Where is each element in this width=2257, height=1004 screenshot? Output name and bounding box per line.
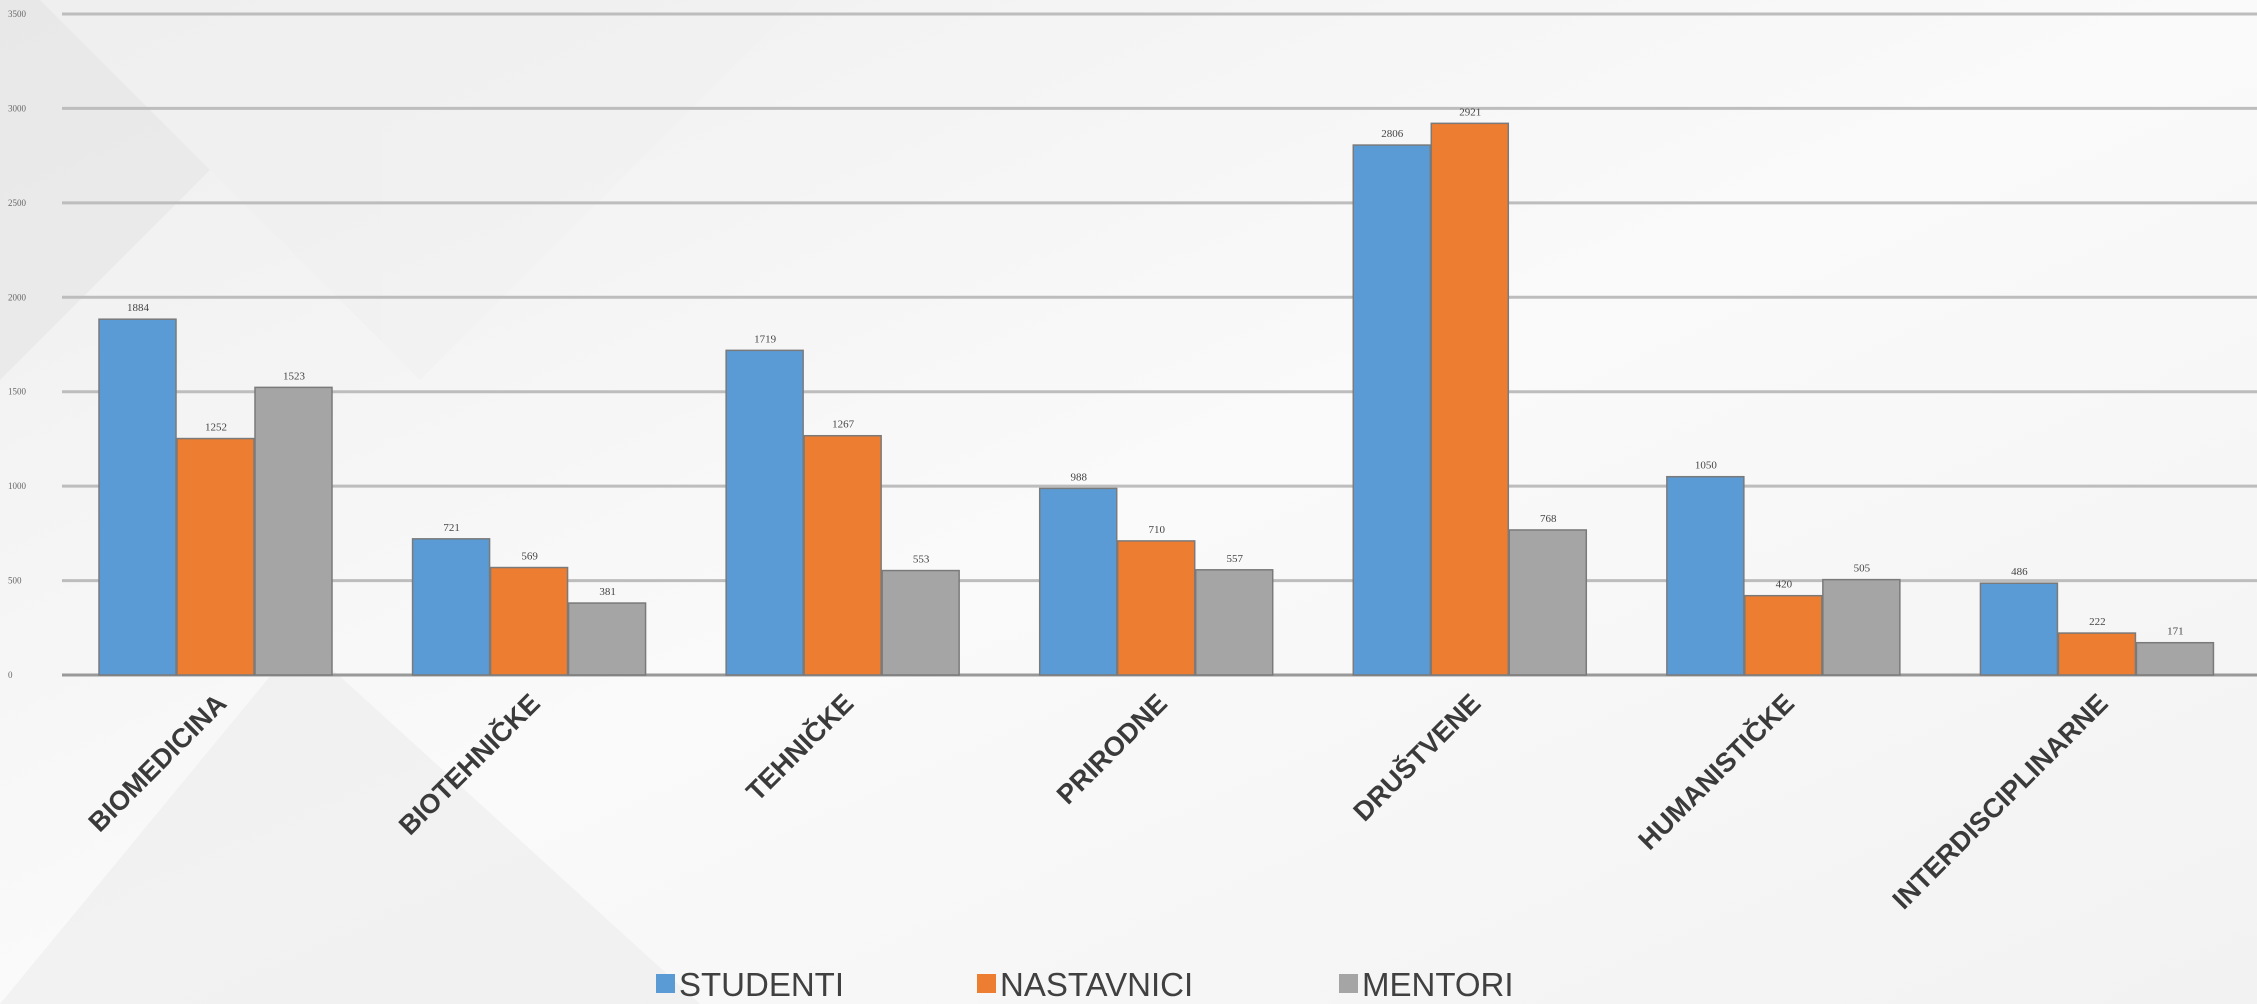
data-label: 1267 (832, 419, 855, 431)
y-tick-label: 2500 (8, 198, 27, 208)
data-label: 2806 (1381, 128, 1404, 140)
data-label: 553 (913, 554, 930, 566)
bar-nastavnici-0 (176, 437, 255, 676)
data-label: 721 (443, 522, 460, 534)
bar-nastavnici-3 (1116, 540, 1196, 676)
y-tick-label: 2000 (8, 292, 27, 302)
legend-swatch-studenti (656, 974, 675, 993)
bar-studenti-2 (725, 349, 804, 676)
y-axis-ticks: 0 500 1000 1500 2000 2500 3000 3500 (8, 9, 27, 680)
data-label: 1252 (205, 422, 227, 434)
data-label: 569 (521, 551, 538, 563)
data-label: 768 (1540, 513, 1557, 525)
data-label: 486 (2011, 566, 2028, 578)
y-tick-label: 0 (8, 670, 13, 680)
legend-swatch-nastavnici (977, 974, 996, 993)
bar-mentori-2 (881, 569, 960, 676)
bar-nastavnici-1 (489, 566, 569, 676)
bar-studenti-0 (98, 318, 177, 676)
bar-nastavnici-6 (2057, 632, 2137, 676)
data-labels: 1884 1252 1523 721 569 381 1719 1267 553 988 710 55… (127, 106, 2184, 637)
y-tick-label: 1000 (8, 481, 27, 491)
data-label: 381 (599, 586, 616, 598)
data-label: 222 (2089, 616, 2106, 628)
data-label: 505 (1854, 563, 1871, 575)
legend-label-mentori: MENTORI (1362, 966, 1514, 1003)
bar-studenti-4 (1352, 144, 1432, 676)
bars (98, 122, 2215, 676)
bar-mentori-6 (2135, 641, 2215, 676)
bar-nastavnici-2 (803, 434, 882, 676)
data-label: 1050 (1695, 460, 1718, 472)
y-tick-label: 500 (8, 576, 22, 586)
bar-nastavnici-5 (1744, 594, 1823, 676)
data-label: 2921 (1459, 106, 1481, 118)
bar-mentori-3 (1194, 569, 1274, 676)
data-label: 1523 (283, 370, 306, 382)
legend-label-studenti: STUDENTI (679, 966, 844, 1003)
bar-studenti-3 (1038, 487, 1118, 676)
bar-studenti-5 (1666, 475, 1745, 676)
data-label: 710 (1148, 524, 1165, 536)
bar-nastavnici-4 (1430, 122, 1510, 676)
legend-swatch-mentori (1339, 974, 1358, 993)
bar-studenti-1 (411, 538, 491, 676)
bar-mentori-0 (254, 386, 333, 676)
legend: STUDENTI NASTAVNICI MENTORI (656, 966, 1514, 1003)
data-label: 988 (1070, 471, 1087, 483)
gridlines (62, 12, 2257, 677)
y-tick-label: 3500 (8, 9, 27, 19)
data-label: 1884 (127, 302, 150, 314)
bar-mentori-4 (1508, 529, 1588, 676)
bar-mentori-5 (1822, 578, 1901, 676)
data-label: 420 (1776, 579, 1793, 591)
bar-mentori-1 (567, 602, 647, 676)
background-decoration (0, 0, 800, 1004)
data-label: 171 (2167, 626, 2184, 638)
data-label: 1719 (754, 333, 777, 345)
legend-label-nastavnici: NASTAVNICI (1000, 966, 1193, 1003)
y-tick-label: 3000 (8, 103, 27, 113)
bar-studenti-6 (1979, 582, 2059, 676)
data-label: 557 (1226, 553, 1243, 565)
y-tick-label: 1500 (8, 387, 27, 397)
